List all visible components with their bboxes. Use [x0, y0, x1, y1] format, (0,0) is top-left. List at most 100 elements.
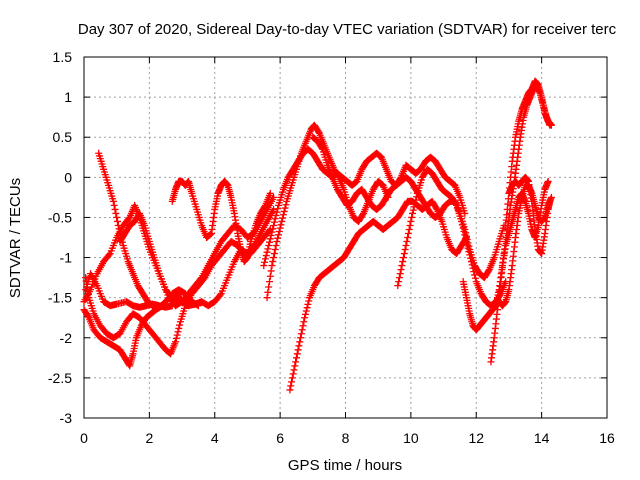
data-point-marker	[458, 221, 466, 229]
data-point-marker	[301, 314, 309, 322]
data-point-marker	[544, 177, 552, 185]
data-point-marker	[297, 334, 305, 342]
data-point-marker	[175, 298, 183, 306]
y-tick-label: -0.5	[48, 209, 72, 225]
data-point-marker	[172, 334, 180, 342]
data-point-marker	[269, 258, 277, 266]
data-point-marker	[292, 354, 300, 362]
data-point-marker	[112, 209, 120, 217]
data-point-marker	[109, 197, 117, 205]
data-point-marker	[288, 378, 296, 386]
data-point-marker	[468, 261, 476, 269]
data-point-marker	[302, 307, 310, 315]
data-point-marker	[471, 271, 479, 279]
data-point-marker	[400, 250, 408, 258]
data-point-marker	[157, 302, 165, 310]
data-point-marker	[546, 197, 554, 205]
data-point-marker	[292, 358, 300, 366]
y-tick-label: 0.5	[53, 129, 73, 145]
data-point-marker	[272, 242, 280, 250]
data-point-marker	[261, 258, 269, 266]
data-point-marker	[301, 310, 309, 318]
data-point-marker	[409, 209, 417, 217]
data-point-marker	[280, 207, 288, 215]
y-tick-label: 0	[64, 169, 72, 185]
data-point-marker	[261, 203, 269, 211]
data-point-marker	[400, 254, 408, 262]
y-tick-label: -1.5	[48, 290, 72, 306]
data-point-marker	[459, 224, 467, 232]
data-point-marker	[405, 225, 413, 233]
series-sat-p	[505, 173, 554, 258]
data-point-marker	[270, 254, 278, 262]
data-point-marker	[172, 338, 180, 346]
data-point-marker	[299, 322, 307, 330]
y-tick-label: -2.5	[48, 370, 72, 386]
data-point-marker	[470, 268, 478, 276]
data-point-marker	[264, 288, 272, 296]
data-point-marker	[412, 196, 420, 204]
x-tick-label: 0	[80, 430, 88, 446]
x-axis-tick-labels: 0 2 4 6 8 10 12 14 16	[80, 430, 615, 446]
data-point-marker	[408, 213, 416, 221]
data-point-marker	[398, 262, 406, 270]
data-point-marker	[175, 324, 183, 332]
x-tick-label: 4	[211, 430, 219, 446]
data-point-marker	[265, 283, 273, 291]
data-point-marker	[267, 267, 275, 275]
data-point-marker	[410, 203, 418, 211]
data-point-marker	[279, 211, 287, 219]
data-point-marker	[294, 346, 302, 354]
data-point-marker	[173, 331, 181, 339]
data-point-marker	[289, 370, 297, 378]
data-point-marker	[266, 235, 274, 243]
data-point-marker	[297, 330, 305, 338]
data-point-marker	[271, 246, 279, 254]
data-point-marker	[458, 217, 466, 225]
data-point-marker	[272, 211, 280, 219]
data-point-marker	[261, 255, 269, 263]
x-tick-label: 12	[468, 430, 484, 446]
data-point-marker	[462, 238, 470, 246]
data-point-marker	[395, 278, 403, 286]
data-point-marker	[359, 211, 367, 219]
data-point-marker	[262, 252, 270, 260]
data-point-marker	[271, 215, 279, 223]
data-point-marker	[216, 291, 224, 299]
x-tick-label: 16	[599, 430, 615, 446]
data-point-marker	[465, 248, 473, 256]
data-point-marker	[174, 297, 182, 305]
data-point-marker	[432, 204, 440, 212]
data-point-marker	[274, 234, 282, 242]
series-sat-j	[286, 197, 470, 394]
data-point-marker	[273, 208, 281, 216]
data-series	[80, 77, 555, 394]
data-point-marker	[263, 248, 271, 256]
data-point-marker	[282, 201, 290, 209]
data-point-marker	[193, 301, 201, 309]
data-point-marker	[266, 189, 274, 197]
data-point-marker	[288, 374, 296, 382]
data-point-marker	[460, 227, 468, 235]
data-point-marker	[111, 205, 119, 213]
data-point-marker	[409, 206, 417, 214]
data-point-marker	[293, 350, 301, 358]
x-tick-label: 6	[276, 430, 284, 446]
data-point-marker	[461, 231, 469, 239]
x-tick-label: 14	[534, 430, 550, 446]
data-point-marker	[268, 262, 276, 270]
data-point-marker	[466, 251, 474, 259]
data-point-marker	[471, 274, 479, 282]
data-point-marker	[304, 300, 312, 308]
y-axis-tick-labels: -3 -2.5 -2 -1.5 -1 -0.5 0 0.5 1 1.5	[48, 49, 72, 426]
data-point-marker	[298, 326, 306, 334]
data-point-marker	[402, 242, 410, 250]
y-tick-label: -2	[60, 330, 73, 346]
data-point-marker	[403, 238, 411, 246]
data-point-marker	[396, 270, 404, 278]
data-point-marker	[270, 218, 278, 226]
data-point-marker	[114, 217, 122, 225]
x-axis-title: GPS time / hours	[288, 457, 402, 474]
data-point-marker	[303, 304, 311, 312]
data-point-marker	[278, 217, 286, 225]
